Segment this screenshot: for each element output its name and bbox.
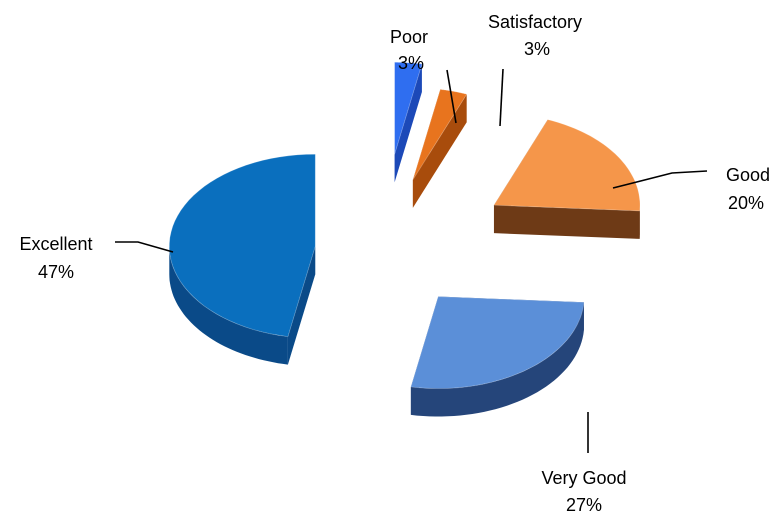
slice-side-excellent-0 <box>287 246 316 365</box>
slice-wall-very-good <box>410 302 584 417</box>
pie-slices <box>168 61 641 417</box>
category-label-good: Good <box>726 165 770 185</box>
slice-top-very-good <box>410 296 585 389</box>
slice-top-excellent <box>168 153 316 338</box>
slice-label-group-satisfactory: Satisfactory 3% <box>488 12 582 59</box>
value-label-good: 20% <box>728 193 764 213</box>
leader-lines <box>115 68 708 453</box>
leader-line-satisfactory <box>499 68 504 127</box>
slice-top-poor <box>394 61 423 155</box>
category-label-satisfactory: Satisfactory <box>488 12 582 32</box>
slice-top-satisfactory <box>412 89 468 180</box>
slice-excellent <box>168 153 316 365</box>
leader-line-good <box>612 170 708 189</box>
slice-good <box>493 119 641 239</box>
slice-very-good <box>410 296 585 417</box>
leader-line-poor <box>446 69 457 124</box>
slice-label-group-excellent: Excellent 47% <box>19 234 92 282</box>
slice-side-poor-1 <box>394 64 422 183</box>
slice-label-group-very-good: Very Good 27% <box>541 468 626 513</box>
slice-wall-excellent <box>169 246 288 365</box>
value-label-excellent: 47% <box>38 262 74 282</box>
value-label-satisfactory: 3% <box>524 39 550 59</box>
slice-poor <box>394 61 423 183</box>
slice-label-group-poor: Poor 3% <box>390 27 428 73</box>
slice-side-good-1 <box>493 205 640 239</box>
value-label-very-good: 27% <box>566 495 602 513</box>
slice-top-good <box>493 119 641 212</box>
value-label-poor: 3% <box>398 53 424 73</box>
leader-line-excellent <box>115 241 174 253</box>
slice-label-group-good: Good 20% <box>726 165 770 213</box>
category-label-excellent: Excellent <box>19 234 92 254</box>
category-label-very-good: Very Good <box>541 468 626 488</box>
slice-side-satisfactory-1 <box>412 94 467 208</box>
slice-satisfactory <box>412 89 468 208</box>
category-label-poor: Poor <box>390 27 428 47</box>
